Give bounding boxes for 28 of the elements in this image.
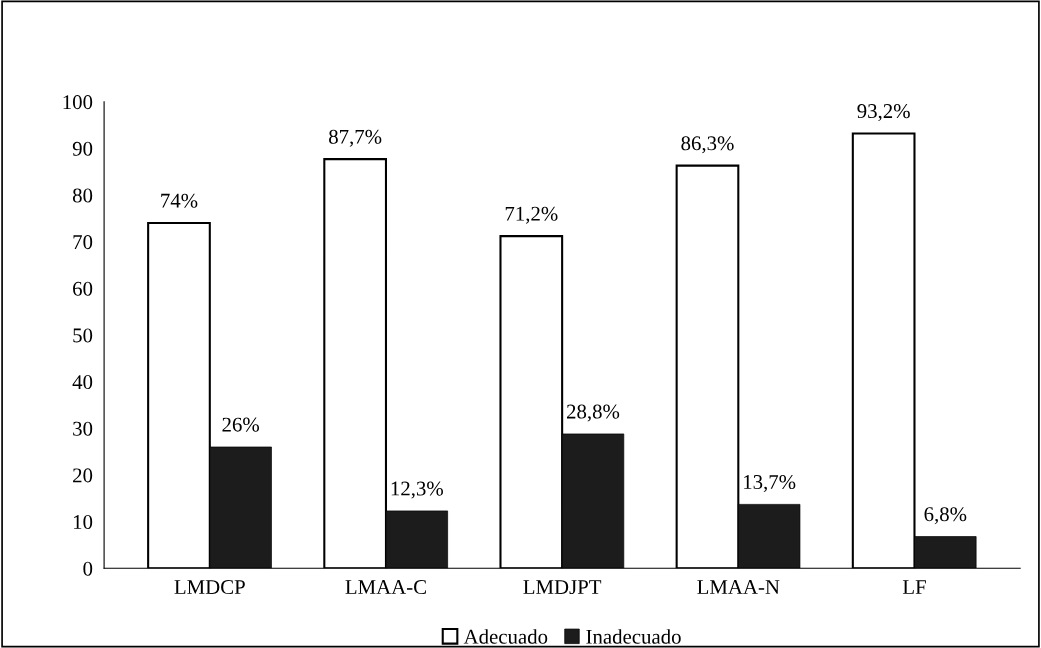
y-tick-label: 0 <box>83 561 93 576</box>
data-label: 86,3% <box>681 136 734 154</box>
x-tick-label: LMDJPT <box>523 580 602 595</box>
data-label: 93,2% <box>857 104 910 122</box>
x-tick-label: LMDCP <box>174 580 245 595</box>
y-tick-label: 100 <box>63 95 93 110</box>
data-label: 12,3% <box>391 481 443 499</box>
data-label: 71,2% <box>505 206 558 224</box>
x-tick-label: LMAA-C <box>345 580 426 595</box>
y-tick-label: 10 <box>73 515 93 530</box>
data-label: 87,7% <box>329 129 382 147</box>
y-tick-label: 40 <box>72 375 93 390</box>
data-label: 13,7% <box>744 474 796 493</box>
x-tick-label: LF <box>902 580 926 594</box>
data-label: 28,8% <box>566 404 620 422</box>
data-label: 26% <box>222 417 260 432</box>
data-label: 6,8% <box>924 507 967 525</box>
x-tick-label: LMAA-N <box>697 580 780 594</box>
y-tick-label: 30 <box>73 421 93 436</box>
y-tick-label: 60 <box>73 281 93 296</box>
legend-label: Adecuado <box>463 629 548 644</box>
y-tick-label: 50 <box>73 328 93 343</box>
y-tick-label: 80 <box>72 188 93 203</box>
y-tick-label: 90 <box>72 141 93 156</box>
y-tick-label: 70 <box>73 235 93 250</box>
legend-label: Inadecuado <box>586 629 681 644</box>
y-tick-label: 20 <box>73 468 93 483</box>
data-label: 74% <box>161 193 198 208</box>
